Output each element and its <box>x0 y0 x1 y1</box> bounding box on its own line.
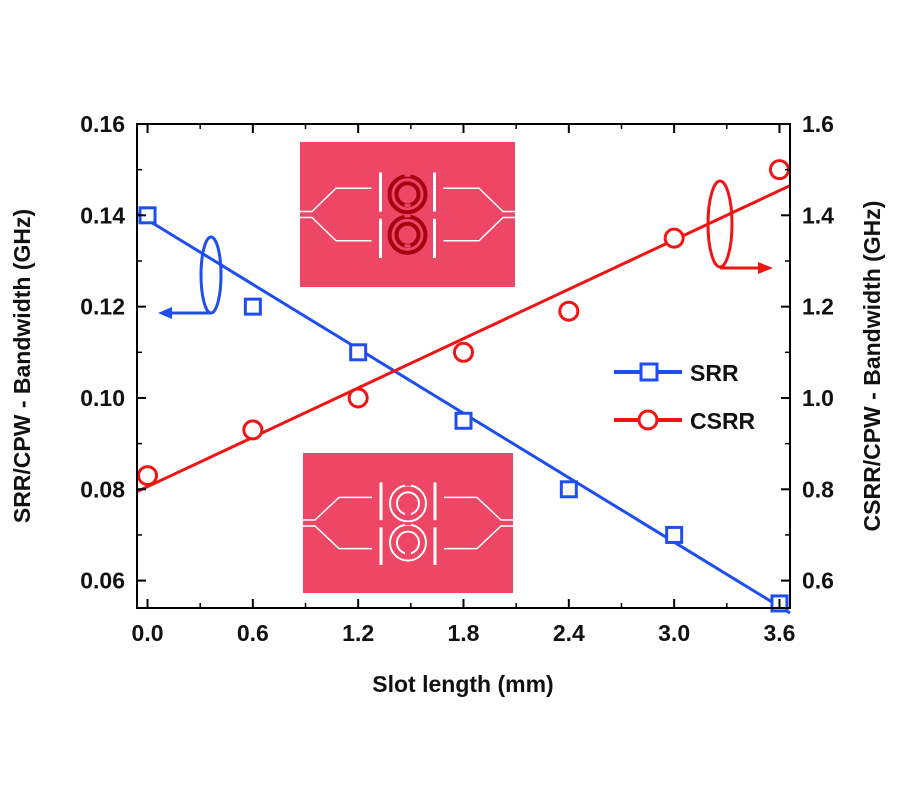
data-point-srr <box>349 343 368 362</box>
srr-axis-arrowhead <box>158 307 172 319</box>
legend-label-csrr: CSRR <box>690 408 756 434</box>
y-right-tick-label: 0.8 <box>802 476 834 502</box>
legend: SRR CSRR <box>614 360 756 434</box>
y-left-tick-label: 0.16 <box>80 111 125 137</box>
y-right-tick-label: 0.6 <box>802 568 834 594</box>
inset-csrr-layout <box>300 142 515 287</box>
srr-axis-ellipse <box>199 235 223 315</box>
insets <box>300 142 515 593</box>
y-right-tick-label: 1.0 <box>802 385 834 411</box>
x-tick-label: 3.6 <box>763 620 795 646</box>
y-left-tick-label: 0.06 <box>80 568 125 594</box>
legend-label-srr: SRR <box>690 360 739 386</box>
x-tick-label: 3.0 <box>658 620 690 646</box>
legend-marker-srr <box>639 362 659 382</box>
y-right-tick-label: 1.4 <box>802 202 834 228</box>
y-left-tick-label: 0.10 <box>80 385 125 411</box>
data-point-srr <box>665 525 684 544</box>
x-axis-title: Slot length (mm) <box>372 671 553 697</box>
data-point-csrr <box>137 465 159 487</box>
cpw-line <box>303 496 513 550</box>
y-axis-right-title: CSRR/CPW - Bandwidth (GHz) <box>859 201 885 532</box>
x-tick-label: 0.6 <box>237 620 269 646</box>
y-axis-left-title: SRR/CPW - Bandwidth (GHz) <box>9 209 35 523</box>
x-tick-label: 0.0 <box>132 620 164 646</box>
data-point-csrr <box>558 300 580 322</box>
legend-marker-csrr <box>637 409 659 431</box>
tick-labels: 0.0 0.6 1.2 1.8 2.4 3.0 3.6 0.06 0.08 0.10 0.12 0.1… <box>80 111 834 646</box>
ticks <box>137 123 790 608</box>
data-point-csrr <box>663 227 685 249</box>
csrr-axis-arrowhead <box>758 262 773 274</box>
y-right-tick-label: 1.6 <box>802 111 834 137</box>
cpw-line <box>300 187 515 242</box>
data-point-csrr <box>453 341 474 363</box>
inset-srr-layout <box>303 453 513 593</box>
y-left-tick-label: 0.08 <box>80 476 125 502</box>
x-tick-label: 2.4 <box>553 620 585 646</box>
markers <box>137 159 790 613</box>
data-point-srr <box>454 411 473 430</box>
y-left-tick-label: 0.12 <box>80 294 125 320</box>
data-point-csrr <box>347 387 369 409</box>
y-left-tick-label: 0.14 <box>80 202 125 228</box>
x-tick-label: 1.8 <box>448 620 480 646</box>
axis-indicators <box>158 179 773 319</box>
x-tick-label: 1.2 <box>342 620 374 646</box>
data-point-srr <box>243 297 262 316</box>
y-right-tick-label: 1.2 <box>802 294 834 320</box>
data-point-csrr <box>242 419 264 441</box>
data-point-srr <box>559 480 578 499</box>
